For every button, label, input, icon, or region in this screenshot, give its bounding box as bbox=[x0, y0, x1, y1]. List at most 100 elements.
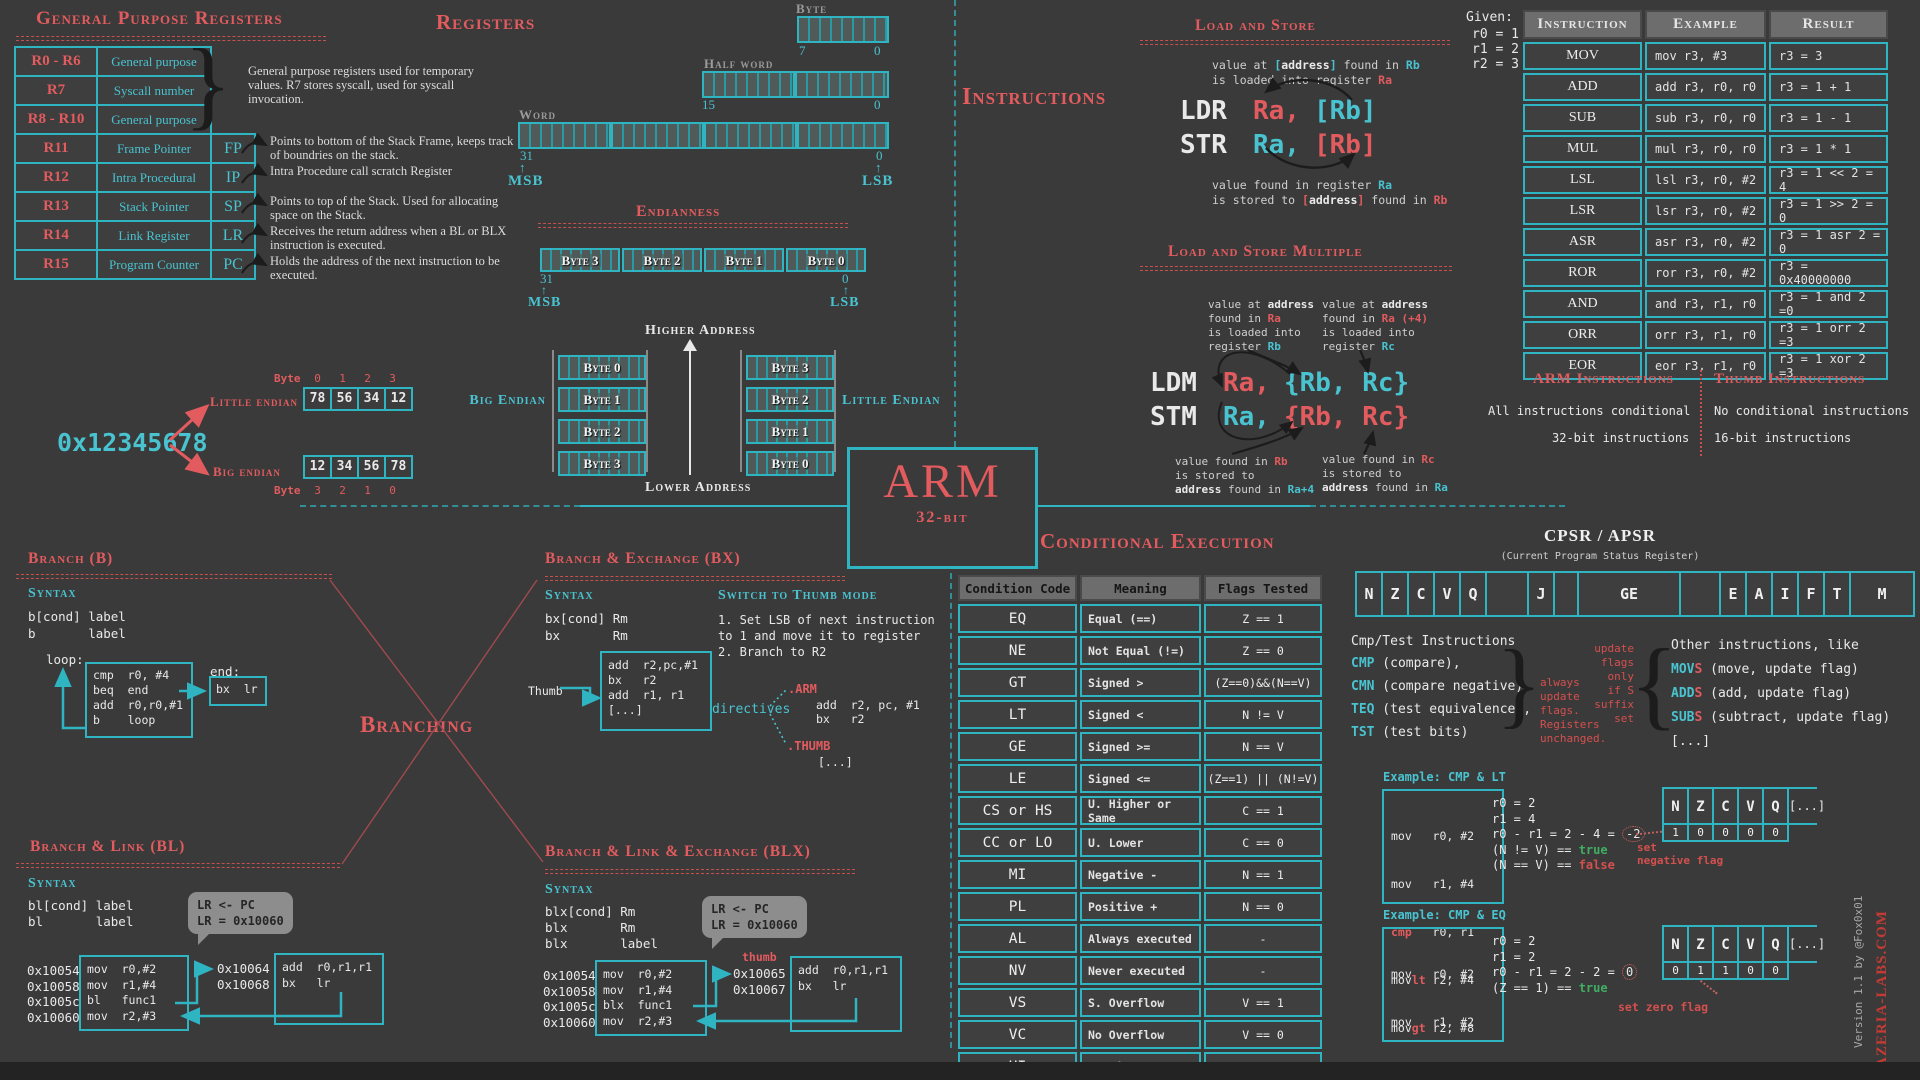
gpr-register: R8 - R10 bbox=[14, 104, 98, 135]
branch-bx-underline bbox=[545, 576, 845, 581]
byte-indices-top: 0 1 2 3 bbox=[305, 372, 405, 385]
arm-logo-title: ARM bbox=[883, 455, 1002, 508]
given-label: Given: bbox=[1466, 10, 1513, 25]
example-lt-code-box: mov r0, #2 mov r1, #4 cmp r0, r1 movlt r… bbox=[1382, 789, 1504, 1035]
cpsr-bit-cell: C bbox=[1407, 571, 1435, 617]
thumb-instructions-title: Thumb Instructions bbox=[1714, 371, 1866, 387]
condition-meaning: Positive + bbox=[1080, 892, 1201, 921]
horizontal-divider bbox=[1032, 505, 1310, 507]
instruction-result: r3 = 1 and 2 =0 bbox=[1769, 290, 1888, 318]
vertical-divider bbox=[950, 563, 952, 1048]
byte-cell: Byte 0 bbox=[746, 451, 834, 476]
blx-function-box: add r0,r1,r1 bx lr bbox=[790, 956, 902, 1032]
curved-arrow-icon bbox=[241, 222, 268, 244]
instruction-example: orr r3, r1, r0 bbox=[1645, 321, 1766, 349]
load-store-underline bbox=[1140, 40, 1450, 45]
condition-table-row: NV Never executed - bbox=[958, 956, 1322, 985]
instruction-name: ADD bbox=[1523, 73, 1642, 101]
byte-cell: Byte 0 bbox=[558, 355, 646, 380]
instruction-table-row: AND and r3, r1, r0 r3 = 1 and 2 =0 bbox=[1523, 290, 1888, 318]
stm-note-right: value found in Rc is stored to address f… bbox=[1322, 453, 1448, 494]
ldr-instruction: LDR Ra, [Rb] bbox=[1180, 96, 1377, 126]
condition-meaning: Never executed bbox=[1080, 956, 1201, 985]
condition-table-row: NE Not Equal (!=) Z == 0 bbox=[958, 636, 1322, 665]
syntax-label: Syntax bbox=[545, 882, 594, 897]
address-arrow-head-icon bbox=[683, 339, 697, 351]
byte-index: 3 bbox=[389, 372, 396, 385]
word-label: Word bbox=[519, 107, 556, 122]
byte-bits-box bbox=[797, 16, 889, 43]
bl-code-box: mov r0,#2 mov r1,#4 bl func1 mov r2,#3 bbox=[79, 955, 189, 1031]
gpr-table: R0 - R6 General purpose R7 Syscall numbe… bbox=[14, 46, 256, 280]
instruction-result: r3 = 1 >> 2 = 0 bbox=[1769, 197, 1888, 225]
cpsr-bit-cell: Q bbox=[1459, 571, 1487, 617]
big-endian-bytes: 12 34 56 78 bbox=[303, 455, 413, 479]
instruction-example: eor r3, r1, r0 bbox=[1645, 352, 1766, 380]
byte-value-cell: 56 bbox=[357, 455, 386, 479]
brace-glyph: { bbox=[1630, 628, 1678, 739]
condition-meaning: Equal (==) bbox=[1080, 604, 1201, 633]
byte-value-cell: 78 bbox=[303, 387, 332, 411]
condition-flags: N != V bbox=[1204, 700, 1322, 729]
condition-table-row: VS S. Overflow V == 1 bbox=[958, 988, 1322, 1017]
gpr-brace-note: General purpose registers used for tempo… bbox=[248, 64, 474, 106]
example-eq-notes: r0 = 2 r1 = 2 r0 - r1 = 2 - 2 = 0 (Z == … bbox=[1492, 934, 1638, 996]
cpsr-bit-cell bbox=[1553, 571, 1579, 617]
branch-bl-title: Branch & Link (BL) bbox=[30, 838, 186, 855]
condition-meaning: U. Higher or Same bbox=[1080, 796, 1201, 825]
condition-code: NV bbox=[958, 956, 1077, 985]
instruction-example: and r3, r1, r0 bbox=[1645, 290, 1766, 318]
instruction-name: ROR bbox=[1523, 259, 1642, 287]
flag-table-extension bbox=[1777, 787, 1817, 789]
end-code-box: bx lr bbox=[209, 676, 267, 706]
bl-target-addresses: 0x10064 0x10068 bbox=[217, 961, 270, 992]
cmp-test-list: CMP (compare), CMN (compare negative), TEQ… bbox=[1351, 656, 1531, 748]
bl-function-box: add r0,r1,r1 bx lr bbox=[274, 953, 384, 1025]
thumb-note: thumb bbox=[742, 950, 777, 964]
byte-cell: Byte 2 bbox=[558, 419, 646, 444]
flag-cell: C bbox=[1712, 787, 1739, 827]
gpr-note-row: Points to bottom of the Stack Frame, kee… bbox=[240, 132, 522, 164]
stm-instruction: STM Ra, {Rb, Rc} bbox=[1150, 402, 1410, 432]
big-endian-label: Big endian bbox=[213, 464, 281, 479]
ldm-stm-arcs-icon bbox=[1211, 348, 1377, 456]
instruction-name: LSR bbox=[1523, 197, 1642, 225]
condition-flags: Z == 0 bbox=[1204, 636, 1322, 665]
instruction-result: r3 = 3 bbox=[1769, 42, 1888, 70]
byte-value-cell: 12 bbox=[303, 455, 332, 479]
lower-address-label: Lower Address bbox=[645, 480, 752, 495]
branching-arrows-overlay bbox=[54, 579, 858, 1030]
instruction-result: r3 = 1 * 1 bbox=[1769, 135, 1888, 163]
gpr-abbreviation: IP bbox=[210, 162, 256, 193]
branch-b-underline bbox=[16, 574, 332, 579]
cpsr-title: CPSR / APSR bbox=[1543, 526, 1657, 545]
bit-0-label: 0 bbox=[874, 43, 881, 58]
little-endian-label: Little Endian bbox=[842, 393, 941, 408]
str-note: value found in register Ra is stored to … bbox=[1212, 178, 1448, 207]
ldm-note-left: value at address found in Ra is loaded i… bbox=[1208, 298, 1314, 353]
endianness-register: Byte 3 Byte 2 Byte 1 Byte 0 bbox=[538, 248, 866, 272]
gpr-description: General purpose bbox=[96, 104, 212, 135]
instruction-name: AND bbox=[1523, 290, 1642, 318]
byte-cell: Byte 0 bbox=[786, 248, 866, 272]
instruction-result: r3 = 1 + 1 bbox=[1769, 73, 1888, 101]
condition-table-row: LE Signed <= (Z==1) || (N!=V) bbox=[958, 764, 1322, 793]
hex-value: 0x12345678 bbox=[57, 428, 208, 457]
condition-flags: N == 0 bbox=[1204, 892, 1322, 921]
branching-title: Branching bbox=[360, 712, 474, 737]
gpr-note-text: Holds the address of the next instructio… bbox=[270, 254, 500, 282]
cmp-test-item: CMN (compare negative), bbox=[1351, 679, 1532, 694]
instruction-name: EOR bbox=[1523, 352, 1642, 380]
flag-cell: Q bbox=[1762, 787, 1789, 827]
conditional-execution-title: Conditional Execution bbox=[1040, 529, 1275, 553]
condition-table-row: GE Signed >= N == V bbox=[958, 732, 1322, 761]
byte-index: 0 bbox=[314, 372, 321, 385]
set-zero-flag-note: set zero flag bbox=[1618, 1000, 1709, 1014]
condition-code: CC or LO bbox=[958, 828, 1077, 857]
lr-bubble: LR <- PC LR = 0x10060 bbox=[702, 896, 807, 949]
instruction-example: sub r3, r0, r0 bbox=[1645, 104, 1766, 132]
flag-cell: Q bbox=[1762, 925, 1789, 965]
bit-31-label: 31 bbox=[540, 271, 553, 286]
cpsr-bit-cell bbox=[1485, 571, 1529, 617]
